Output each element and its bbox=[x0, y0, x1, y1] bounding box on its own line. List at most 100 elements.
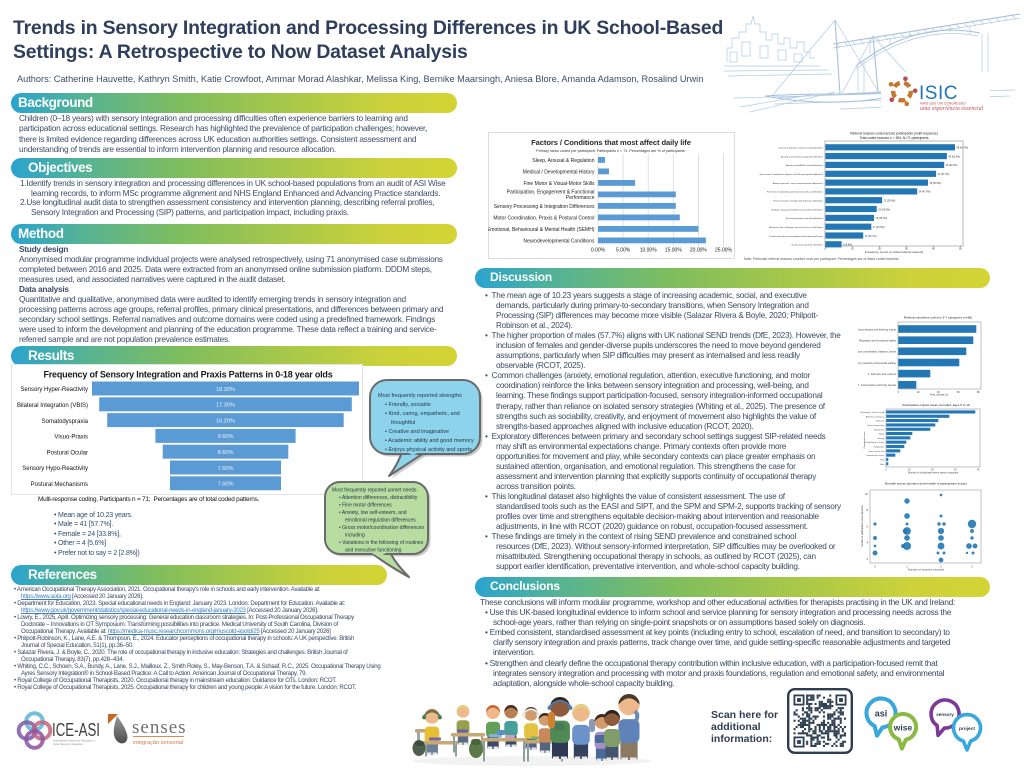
svg-text:Gross motor coordination, bala: Gross motor coordination, balance and PE… bbox=[759, 173, 824, 176]
svg-text:17.30%: 17.30% bbox=[216, 403, 235, 409]
svg-text:emotional regulation differenc: emotional regulation differences bbox=[345, 518, 416, 524]
svg-text:Total coded reasons n = 384;: Total coded reasons n = 384; N=71 partic… bbox=[859, 136, 928, 140]
svg-text:MAIS QUE UM CONGRESSO: MAIS QUE UM CONGRESSO bbox=[920, 102, 966, 106]
svg-text:• Fine motor differences: • Fine motor differences bbox=[339, 503, 392, 509]
svg-text:Participation impact areas rec: Participation impact areas recorded, age… bbox=[902, 403, 970, 407]
svg-text:asi: asi bbox=[875, 709, 888, 719]
svg-text:34 (47.9%): 34 (47.9%) bbox=[919, 191, 931, 194]
svg-text:1. School access and learning: 1. School access and learning output bbox=[858, 327, 896, 331]
svg-text:0: 0 bbox=[874, 565, 876, 569]
svg-text:Play: Play bbox=[880, 460, 885, 462]
svg-text:Daily living at home: Daily living at home bbox=[866, 441, 886, 444]
svg-text:10: 10 bbox=[851, 247, 854, 251]
svg-text:Attention and ADHD related dif: Attention and ADHD related difficulties bbox=[786, 164, 824, 167]
svg-text:Feeding, eating and toileting: Feeding, eating and toileting / interoce… bbox=[771, 208, 824, 211]
svg-text:Participation, Engagement & Fu: Participation, Engagement & Functional bbox=[507, 189, 595, 195]
svg-text:2: 2 bbox=[940, 565, 942, 569]
svg-text:Motor Coordination, Praxis & P: Motor Coordination, Praxis & Postural Co… bbox=[493, 216, 594, 222]
svg-text:sensory: sensory bbox=[936, 712, 954, 717]
svg-text:80: 80 bbox=[977, 390, 980, 394]
svg-text:Education, work or study: Education, work or study bbox=[861, 411, 886, 414]
svg-text:Energy: Energy bbox=[878, 437, 886, 440]
svg-text:21 (29.6%): 21 (29.6%) bbox=[884, 200, 896, 203]
svg-text:14 (19.7%): 14 (19.7%) bbox=[865, 235, 877, 238]
svg-text:Most frequently reported stren: Most frequently reported strengths bbox=[378, 393, 462, 399]
svg-text:0.00%: 0.00% bbox=[591, 248, 606, 254]
svg-text:40: 40 bbox=[937, 390, 940, 394]
svg-text:20.00%: 20.00% bbox=[690, 248, 708, 254]
svg-text:40: 40 bbox=[932, 247, 935, 251]
svg-text:and executive functioning: and executive functioning bbox=[345, 548, 402, 554]
svg-text:• Variations in the following: • Variations in the following of routine… bbox=[339, 540, 424, 546]
svg-text:Ayres Sensory Integration: Ayres Sensory Integration bbox=[53, 742, 83, 746]
svg-text:Community access: Community access bbox=[866, 454, 885, 457]
svg-text:• Academic ability and good m: • Academic ability and good memory bbox=[385, 438, 474, 444]
svg-text:30: 30 bbox=[905, 247, 908, 251]
svg-text:19 (26.8%): 19 (26.8%) bbox=[878, 208, 890, 211]
svg-text:Referral reasons coded across: Referral reasons coded across participan… bbox=[850, 132, 937, 136]
svg-text:20: 20 bbox=[917, 390, 920, 394]
svg-text:senses: senses bbox=[132, 717, 187, 738]
svg-text:Postural Mechanisms: Postural Mechanisms bbox=[31, 482, 88, 488]
svg-text:18 (25.4%): 18 (25.4%) bbox=[876, 217, 888, 220]
svg-text:integração sensorial: integração sensorial bbox=[133, 740, 183, 746]
svg-text:Breadth across domains and bre: Breadth across domains and breadth of pa… bbox=[885, 482, 967, 486]
svg-text:Sleep: Sleep bbox=[879, 434, 885, 436]
svg-text:7.60%: 7.60% bbox=[218, 466, 234, 472]
svg-text:38 (53.5%): 38 (53.5%) bbox=[930, 182, 942, 185]
svg-text:5. Regulation and emotional sa: 5. Regulation and emotional safety bbox=[858, 339, 897, 343]
svg-text:Number of individuals where ar: Number of individuals where area is impa… bbox=[908, 472, 959, 475]
svg-text:Number of participation areas: Number of participation areas impacted bbox=[861, 504, 864, 546]
svg-text:Sensory Hypo-Reactivity: Sensory Hypo-Reactivity bbox=[22, 466, 88, 472]
svg-text:8.60%: 8.60% bbox=[218, 450, 234, 456]
svg-text:Postural control, strength and: Postural control, strength and endurance… bbox=[773, 200, 824, 203]
svg-text:8: 8 bbox=[866, 508, 868, 512]
svg-text:uma experiência essencial: uma experiência essencial bbox=[920, 106, 984, 112]
svg-text:Most frequently reported unmet: Most frequently reported unmet needs bbox=[332, 488, 417, 494]
svg-text:ICE-ASI: ICE-ASI bbox=[52, 720, 100, 740]
svg-text:including: including bbox=[345, 533, 365, 539]
svg-text:Attention and focus: Attention and focus bbox=[866, 415, 886, 418]
svg-text:10. Motor coordination, balanc: 10. Motor coordination, balance, praxis bbox=[858, 350, 897, 354]
svg-text:2. Sensory reactivity and arou: 2. Sensory reactivity and arousal settli… bbox=[858, 361, 897, 365]
svg-text:• Friendly, sociable: • Friendly, sociable bbox=[385, 402, 431, 408]
svg-text:• Kind, caring, empathetic, an: • Kind, caring, empathetic, and bbox=[385, 411, 460, 417]
svg-text:10: 10 bbox=[865, 492, 869, 496]
svg-text:Bilateral Integration (VBIS): Bilateral Integration (VBIS) bbox=[17, 403, 88, 409]
svg-text:Anxiety and emotional regulati: Anxiety and emotional regulation difficu… bbox=[781, 155, 824, 158]
svg-text:10.00%: 10.00% bbox=[640, 248, 658, 254]
svg-text:50: 50 bbox=[959, 247, 962, 251]
svg-text:5.00%: 5.00% bbox=[616, 248, 631, 254]
svg-text:3. Self-care and routines: 3. Self-care and routines bbox=[868, 372, 897, 376]
svg-text:9.60%: 9.60% bbox=[218, 434, 234, 440]
svg-text:Behaviour that challenges and: Behaviour that challenges and school acc… bbox=[769, 226, 824, 229]
svg-text:4: 4 bbox=[866, 541, 868, 545]
svg-text:Performance: Performance bbox=[566, 195, 595, 201]
svg-text:0: 0 bbox=[898, 390, 900, 394]
svg-text:Visuo-Praxis: Visuo-Praxis bbox=[54, 435, 88, 441]
svg-text:Sleep, Arousal & Regulation: Sleep, Arousal & Regulation bbox=[532, 158, 594, 164]
svg-text:1: 1 bbox=[906, 565, 908, 569]
svg-text:10: 10 bbox=[908, 469, 911, 472]
svg-text:18.30%: 18.30% bbox=[216, 387, 235, 393]
svg-text:Social participation and play: Social participation and play difficulti… bbox=[786, 217, 824, 220]
svg-text:Frequency (count of coded refe: Frequency (count of coded referral reaso… bbox=[865, 250, 924, 254]
svg-text:40: 40 bbox=[977, 469, 980, 472]
svg-text:Postural Ocular: Postural Ocular bbox=[47, 450, 88, 456]
svg-text:7.60%: 7.60% bbox=[218, 482, 234, 488]
svg-text:7. Interoception and body sign: 7. Interoception and body signals bbox=[858, 383, 897, 387]
svg-text:Participation area: Participation area bbox=[863, 431, 866, 449]
svg-text:• Attention differences, distr: • Attention differences, distractibility bbox=[339, 495, 418, 501]
svg-text:• Creative and imaginative: • Creative and imaginative bbox=[385, 429, 449, 435]
svg-text:wise: wise bbox=[893, 723, 913, 733]
svg-text:44 (62.0%): 44 (62.0%) bbox=[946, 164, 958, 167]
svg-text:16.20%: 16.20% bbox=[216, 418, 235, 424]
svg-text:Factors / Conditions that most: Factors / Conditions that most affect da… bbox=[531, 138, 691, 147]
svg-text:Somatodyspraxia: Somatodyspraxia bbox=[42, 419, 89, 425]
svg-text:20: 20 bbox=[931, 469, 934, 472]
svg-text:Fine Motor & Visual-Motor Ski: Fine Motor & Visual-Motor Skills bbox=[523, 181, 595, 187]
svg-text:41 (57.7%): 41 (57.7%) bbox=[938, 173, 950, 176]
svg-text:Regulation: Regulation bbox=[874, 446, 885, 449]
svg-text:Sensory Hyper-Reactivity: Sensory Hyper-Reactivity bbox=[20, 387, 88, 393]
svg-text:20: 20 bbox=[878, 247, 881, 251]
